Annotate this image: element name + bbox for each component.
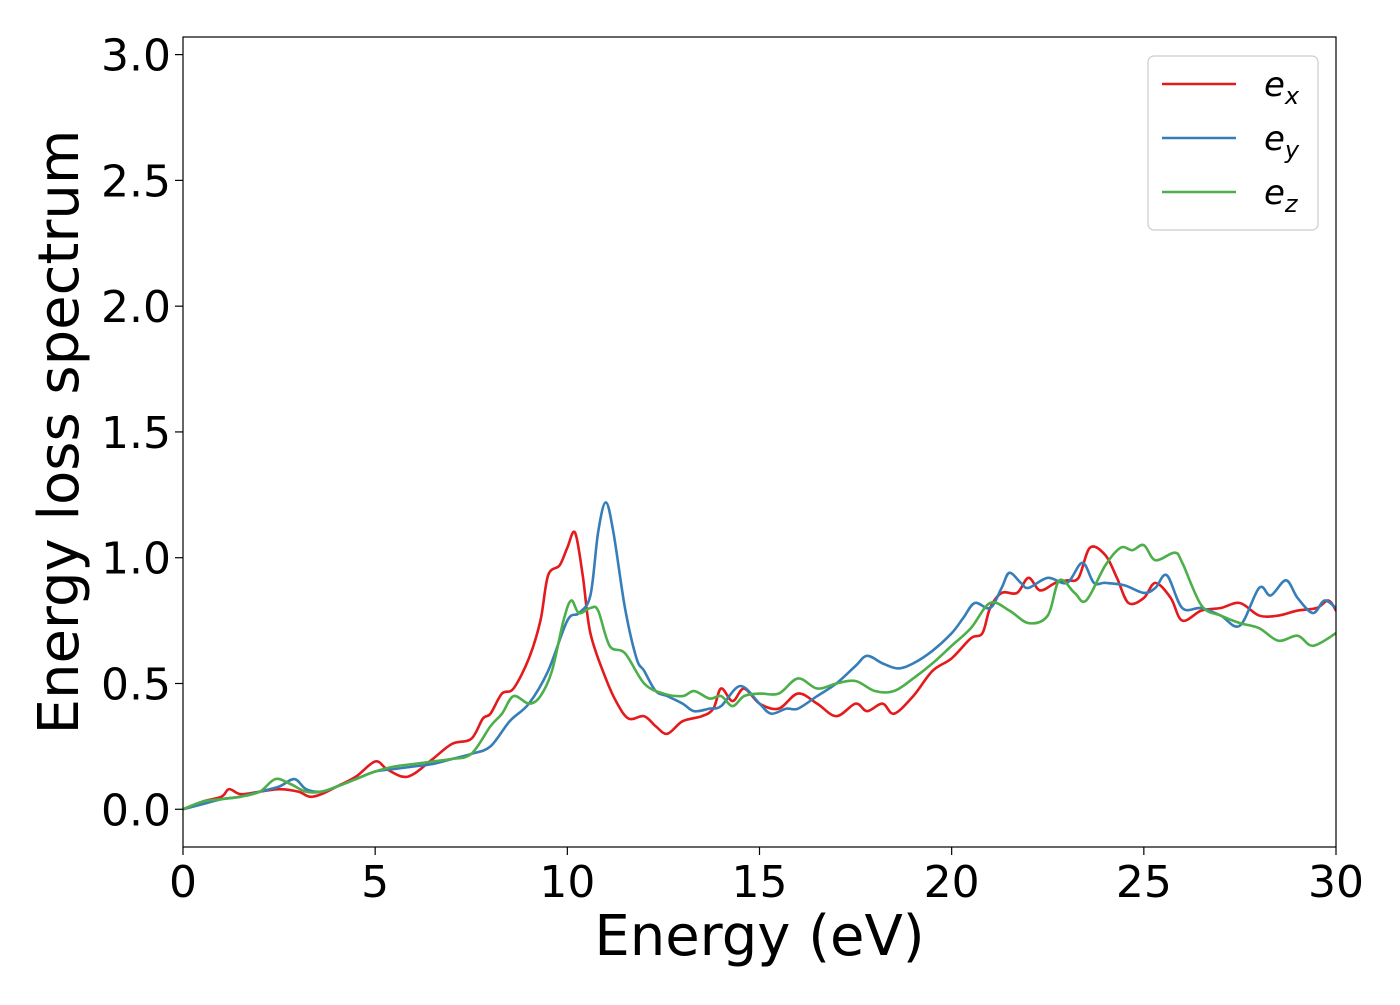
legend-label-ez: ez xyxy=(1264,173,1299,218)
y-tick-label: 1.5 xyxy=(101,408,171,459)
legend-label-ex: ex xyxy=(1264,65,1300,110)
x-tick-label: 15 xyxy=(732,857,788,908)
series-line-ex xyxy=(183,530,1336,811)
x-tick-label: 25 xyxy=(1116,857,1172,908)
y-tick-label: 1.0 xyxy=(101,534,171,585)
series-line-ey xyxy=(183,501,1336,811)
y-tick-label: 0.5 xyxy=(101,659,171,710)
legend: ex ey ez xyxy=(1147,55,1319,231)
x-tick-label: 5 xyxy=(361,857,389,908)
x-axis-title: Energy (eV) xyxy=(594,904,924,969)
x-tick-label: 30 xyxy=(1308,857,1364,908)
legend-box xyxy=(1147,55,1319,231)
legend-label-ey: ey xyxy=(1264,119,1300,164)
y-tick-label: 0.0 xyxy=(101,785,171,836)
x-tick-label: 0 xyxy=(169,857,197,908)
y-axis-title: Energy loss spectrum xyxy=(27,130,92,735)
y-tick-label: 2.5 xyxy=(101,156,171,207)
ticks-layer: 0 5 10 15 20 25 30 0.0 0.5 1.0 1.5 2.0 2.5 3.0 xyxy=(101,31,1364,908)
x-tick-label: 10 xyxy=(539,857,595,908)
x-tick-label: 20 xyxy=(924,857,980,908)
plot-area xyxy=(183,501,1336,811)
y-tick-label: 3.0 xyxy=(101,31,171,82)
y-tick-label: 2.0 xyxy=(101,282,171,333)
series-line-ez xyxy=(183,543,1336,811)
